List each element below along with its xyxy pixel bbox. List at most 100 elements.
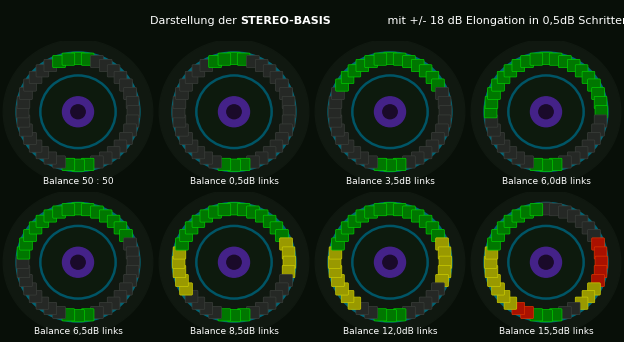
FancyBboxPatch shape: [520, 306, 534, 318]
FancyBboxPatch shape: [432, 283, 444, 295]
FancyBboxPatch shape: [520, 206, 534, 218]
FancyBboxPatch shape: [402, 55, 416, 68]
FancyBboxPatch shape: [426, 140, 439, 152]
FancyBboxPatch shape: [124, 88, 137, 100]
FancyBboxPatch shape: [530, 309, 543, 321]
FancyBboxPatch shape: [393, 309, 406, 321]
FancyBboxPatch shape: [512, 60, 525, 71]
FancyBboxPatch shape: [36, 147, 49, 159]
FancyBboxPatch shape: [384, 159, 396, 171]
Circle shape: [374, 97, 406, 127]
FancyBboxPatch shape: [348, 147, 361, 159]
FancyBboxPatch shape: [432, 229, 444, 242]
FancyBboxPatch shape: [530, 203, 543, 216]
FancyBboxPatch shape: [208, 156, 222, 168]
Circle shape: [197, 226, 271, 299]
FancyBboxPatch shape: [356, 60, 369, 71]
FancyBboxPatch shape: [393, 158, 406, 170]
FancyBboxPatch shape: [374, 53, 387, 65]
FancyBboxPatch shape: [173, 247, 186, 259]
FancyBboxPatch shape: [208, 306, 222, 318]
FancyBboxPatch shape: [336, 283, 348, 295]
Text: Balance 12,0dB links: Balance 12,0dB links: [343, 327, 437, 336]
FancyBboxPatch shape: [246, 206, 260, 218]
Text: STEREO-BASIS: STEREO-BASIS: [240, 15, 331, 26]
FancyBboxPatch shape: [114, 222, 127, 234]
FancyBboxPatch shape: [341, 140, 354, 152]
Circle shape: [509, 226, 583, 299]
FancyBboxPatch shape: [393, 53, 406, 65]
FancyBboxPatch shape: [328, 256, 341, 268]
FancyBboxPatch shape: [487, 274, 500, 287]
FancyBboxPatch shape: [29, 290, 42, 303]
FancyBboxPatch shape: [263, 147, 276, 159]
Circle shape: [71, 255, 85, 269]
FancyBboxPatch shape: [19, 238, 32, 250]
Circle shape: [353, 76, 427, 148]
Text: Balance 6,5dB links: Balance 6,5dB links: [34, 327, 122, 336]
FancyBboxPatch shape: [17, 115, 30, 127]
Text: Balance 8,5dB links: Balance 8,5dB links: [190, 327, 278, 336]
FancyBboxPatch shape: [90, 306, 104, 318]
FancyBboxPatch shape: [512, 210, 525, 222]
FancyBboxPatch shape: [255, 60, 268, 71]
FancyBboxPatch shape: [44, 152, 57, 164]
FancyBboxPatch shape: [356, 210, 369, 222]
FancyBboxPatch shape: [512, 152, 525, 164]
FancyBboxPatch shape: [331, 124, 344, 136]
FancyBboxPatch shape: [246, 156, 260, 168]
FancyBboxPatch shape: [384, 310, 396, 322]
Circle shape: [539, 255, 553, 269]
FancyBboxPatch shape: [72, 52, 84, 64]
FancyBboxPatch shape: [185, 290, 198, 303]
FancyBboxPatch shape: [549, 203, 562, 216]
FancyBboxPatch shape: [436, 124, 449, 136]
FancyBboxPatch shape: [588, 132, 600, 145]
FancyBboxPatch shape: [348, 65, 361, 77]
FancyBboxPatch shape: [595, 256, 608, 268]
FancyBboxPatch shape: [72, 159, 84, 171]
FancyBboxPatch shape: [90, 206, 104, 218]
FancyBboxPatch shape: [107, 297, 120, 309]
FancyBboxPatch shape: [124, 274, 137, 287]
FancyBboxPatch shape: [44, 60, 57, 71]
FancyBboxPatch shape: [62, 309, 75, 321]
FancyBboxPatch shape: [237, 158, 250, 170]
FancyBboxPatch shape: [282, 265, 295, 278]
FancyBboxPatch shape: [208, 206, 222, 218]
FancyBboxPatch shape: [107, 215, 120, 227]
FancyBboxPatch shape: [200, 60, 213, 71]
FancyBboxPatch shape: [592, 238, 605, 250]
FancyBboxPatch shape: [185, 71, 198, 83]
Circle shape: [539, 105, 553, 119]
FancyBboxPatch shape: [567, 152, 580, 164]
FancyBboxPatch shape: [52, 206, 66, 218]
FancyBboxPatch shape: [364, 156, 378, 168]
FancyBboxPatch shape: [180, 132, 192, 145]
FancyBboxPatch shape: [497, 140, 510, 152]
FancyBboxPatch shape: [384, 203, 396, 215]
FancyBboxPatch shape: [29, 222, 42, 234]
FancyBboxPatch shape: [17, 96, 30, 109]
FancyBboxPatch shape: [356, 152, 369, 164]
FancyBboxPatch shape: [364, 55, 378, 68]
Circle shape: [374, 247, 406, 277]
FancyBboxPatch shape: [270, 140, 283, 152]
FancyBboxPatch shape: [575, 65, 588, 77]
Text: mit +/- 18 dB Elongation in 0,5dB Schritten: mit +/- 18 dB Elongation in 0,5dB Schrit…: [384, 15, 624, 26]
FancyBboxPatch shape: [237, 309, 250, 321]
FancyBboxPatch shape: [180, 229, 192, 242]
Circle shape: [41, 226, 115, 299]
FancyBboxPatch shape: [582, 140, 595, 152]
FancyBboxPatch shape: [16, 256, 29, 268]
Circle shape: [3, 190, 153, 334]
Circle shape: [471, 190, 621, 334]
FancyBboxPatch shape: [331, 88, 344, 100]
FancyBboxPatch shape: [594, 265, 607, 278]
FancyBboxPatch shape: [374, 203, 387, 216]
FancyBboxPatch shape: [62, 53, 75, 65]
FancyBboxPatch shape: [172, 106, 185, 118]
FancyBboxPatch shape: [200, 210, 213, 222]
FancyBboxPatch shape: [402, 306, 416, 318]
Circle shape: [530, 247, 562, 277]
